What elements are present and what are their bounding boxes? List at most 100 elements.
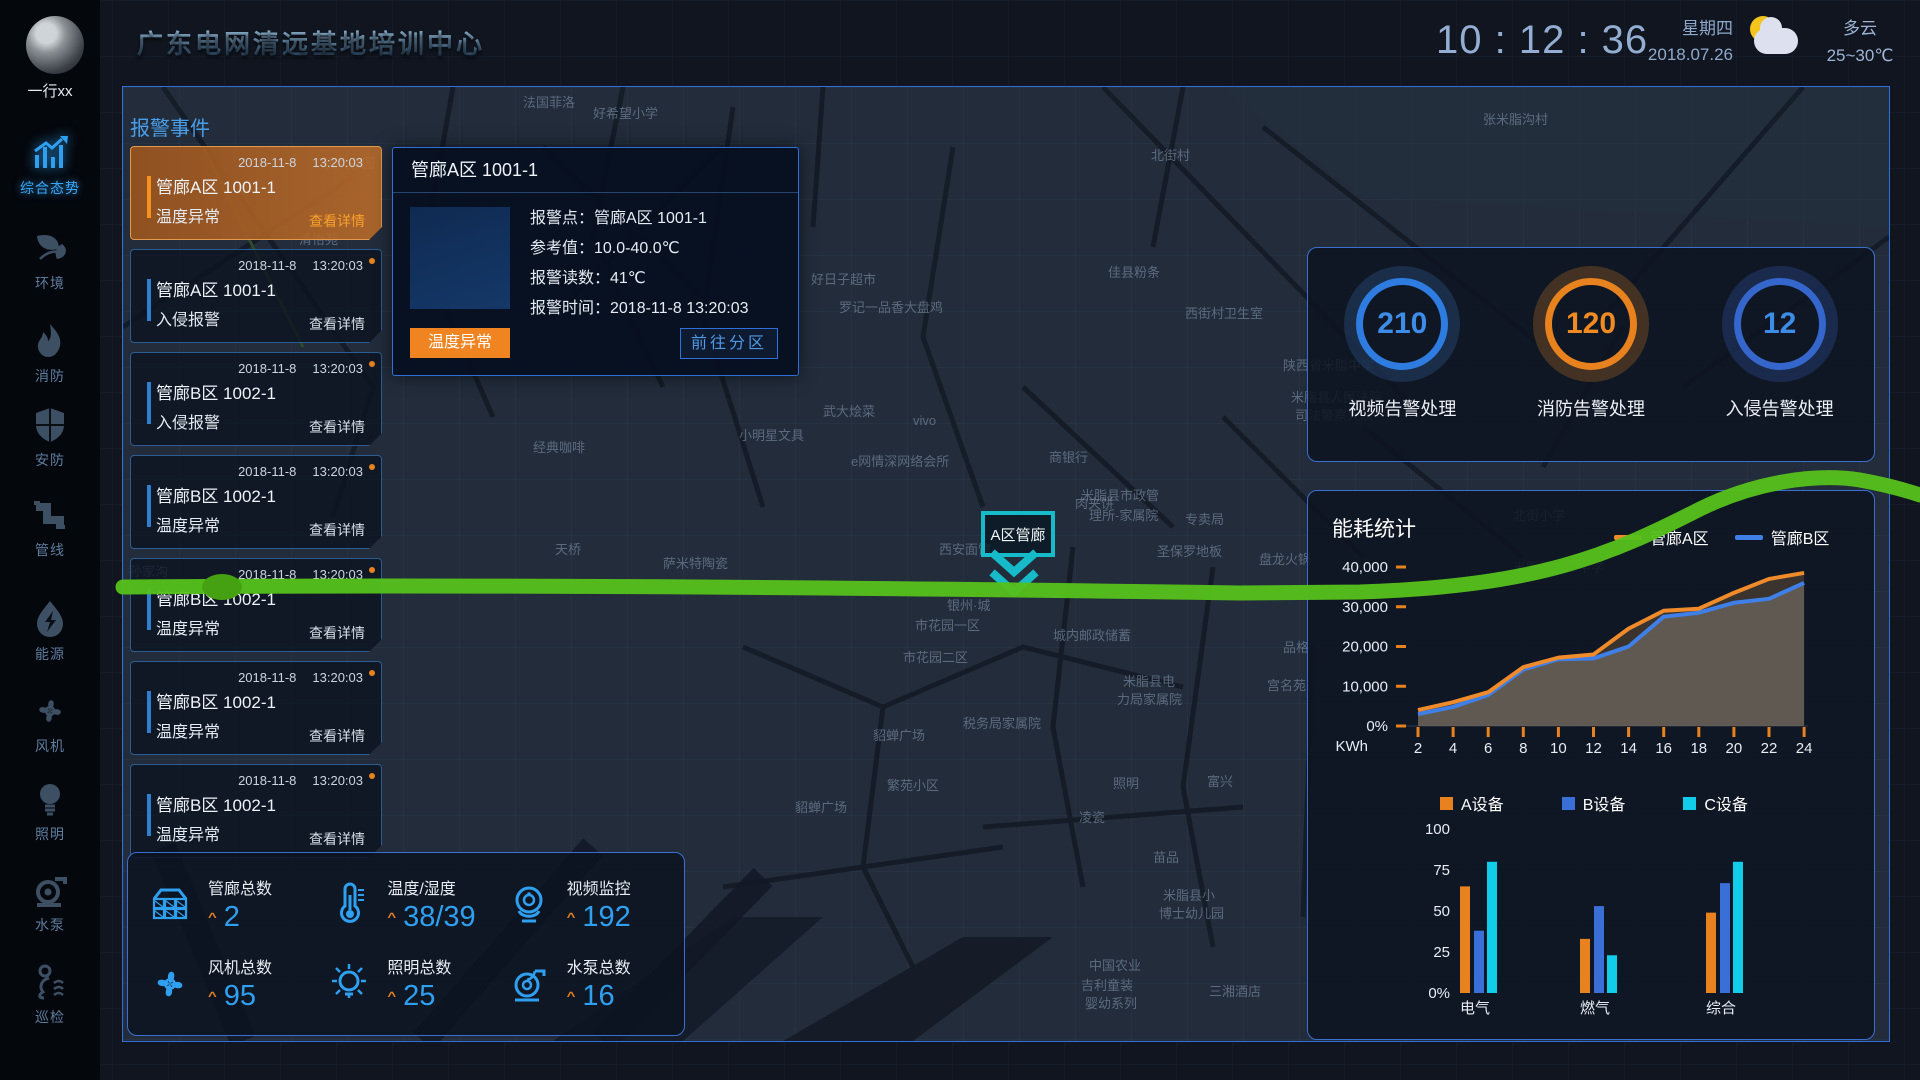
svg-text:18: 18 xyxy=(1690,740,1707,757)
sidebar-item-label: 能源 xyxy=(35,646,65,662)
gauge-视频告警处理: 210 视频告警处理 xyxy=(1317,248,1487,461)
alarm-card[interactable]: 2018-11-8 13:20:03 管廊B区 1002-1 温度异常 查看详情 xyxy=(130,558,382,652)
stat-value: 38/39 xyxy=(403,901,476,933)
alarm-card[interactable]: 2018-11-8 13:20:03 管廊B区 1002-1 温度异常 查看详情 xyxy=(130,764,382,858)
view-detail-link[interactable]: 查看详情 xyxy=(309,316,365,332)
stat-label: 水泵总数 xyxy=(566,960,631,977)
sidebar-item-patrol[interactable]: 巡检 xyxy=(0,961,100,1027)
alarm-timestamp: 2018-11-8 13:20:03 xyxy=(238,773,363,788)
view-detail-link[interactable]: 查看详情 xyxy=(309,213,365,229)
date-block: 星期四 2018.07.26 xyxy=(1625,14,1733,65)
sun-cloud-icon xyxy=(1742,14,1804,64)
map-poi-label: 市花园二区 xyxy=(903,650,969,665)
shield-icon xyxy=(29,404,71,446)
goto-partition-button[interactable]: 前往分区 xyxy=(680,328,778,359)
sidebar: 一行xx 综合态势 环境 消防 安防 管线 能源 风机 照明 水泵 巡检 xyxy=(0,0,100,1080)
map-poi-label: 北街村 xyxy=(1151,148,1191,163)
sidebar-item-energy[interactable]: 能源 xyxy=(0,598,100,664)
alarm-type: 温度异常 xyxy=(156,209,221,226)
sidebar-item-pump[interactable]: 水泵 xyxy=(0,869,100,935)
alarm-card[interactable]: 2018-11-8 13:20:03 管廊B区 1002-1 入侵报警 查看详情 xyxy=(130,352,382,446)
alarm-card[interactable]: 2018-11-8 13:20:03 管廊A区 1001-1 温度异常 查看详情 xyxy=(130,146,382,240)
alarm-timestamp: 2018-11-8 13:20:03 xyxy=(238,567,363,582)
alarm-area: 管廊B区 1002-1 xyxy=(156,590,276,609)
map-poi-label: 貂蝉广场 xyxy=(873,728,926,743)
popup-field: 报警时间：2018-11-8 13:20:03 xyxy=(530,300,749,317)
caret-up-icon: ^ xyxy=(387,910,397,925)
clock: 10 : 12 : 36 xyxy=(1436,18,1649,62)
stat-水泵总数: 水泵总数 ^ 16 xyxy=(505,944,684,1023)
alarm-type: 温度异常 xyxy=(156,724,221,741)
view-detail-link[interactable]: 查看详情 xyxy=(309,728,365,744)
svg-text:20: 20 xyxy=(1726,740,1743,757)
svg-text:8: 8 xyxy=(1519,740,1527,757)
svg-text:0%: 0% xyxy=(1428,985,1450,1002)
alarm-detail-popup: 管廊A区 1001-1 报警点：管廊A区 1001-1 参考值：10.0-40.0… xyxy=(392,147,799,376)
gauge-ring: 120 xyxy=(1544,278,1637,370)
map-poi-label: 武大烩菜 xyxy=(823,404,876,419)
alarm-snapshot-image xyxy=(410,207,510,309)
sidebar-item-lighting[interactable]: 照明 xyxy=(0,778,100,844)
map-poi-label: 市花园一区 xyxy=(915,618,981,633)
leaf-icon xyxy=(29,227,71,269)
pipe-icon xyxy=(29,494,71,536)
view-detail-link[interactable]: 查看详情 xyxy=(309,522,365,538)
sidebar-item-fire[interactable]: 消防 xyxy=(0,320,100,386)
view-detail-link[interactable]: 查看详情 xyxy=(309,625,365,641)
svg-text:24: 24 xyxy=(1796,740,1813,757)
svg-text:KWh: KWh xyxy=(1335,738,1368,755)
alarm-card[interactable]: 2018-11-8 13:20:03 管廊A区 1001-1 入侵报警 查看详情 xyxy=(130,249,382,343)
popup-fields: 报警点：管廊A区 1001-1 参考值：10.0-40.0℃ 报警读数：41℃ 报警时… xyxy=(530,204,749,324)
sidebar-item-environment[interactable]: 环境 xyxy=(0,227,100,293)
alarm-timestamp: 2018-11-8 13:20:03 xyxy=(238,155,363,170)
unread-dot xyxy=(369,361,375,367)
sidebar-item-label: 环境 xyxy=(35,275,65,291)
map-poi-label: 税务局家属院 xyxy=(963,716,1042,731)
gauge-value: 12 xyxy=(1762,307,1797,340)
map-poi-label: 小明星文具 xyxy=(739,428,805,443)
alarm-type: 温度异常 xyxy=(156,621,221,638)
svg-text:16: 16 xyxy=(1655,740,1672,757)
map-poi-label: 力局家属院 xyxy=(1117,692,1183,707)
svg-text:电气: 电气 xyxy=(1460,1000,1490,1017)
svg-text:综合: 综合 xyxy=(1706,1000,1736,1017)
weather-condition: 多云 xyxy=(1843,19,1877,38)
gauge-消防告警处理: 120 消防告警处理 xyxy=(1506,248,1676,461)
caret-up-icon: ^ xyxy=(387,989,397,1004)
sidebar-item-fan[interactable]: 风机 xyxy=(0,690,100,756)
svg-text:4: 4 xyxy=(1449,740,1457,757)
weather-block: 多云 25~30℃ xyxy=(1810,14,1910,66)
unread-dot xyxy=(369,258,375,264)
pump-icon xyxy=(29,869,71,911)
popup-field: 报警读数：41℃ xyxy=(530,270,646,287)
tunnel-icon xyxy=(146,881,194,929)
map-poi-label: 经典咖啡 xyxy=(533,440,586,455)
map-poi-label: 富兴 xyxy=(1207,774,1234,789)
map-poi-label: 银州·城 xyxy=(947,598,991,613)
sidebar-item-label: 照明 xyxy=(35,826,65,842)
avatar[interactable] xyxy=(26,16,84,74)
alarm-type: 温度异常 xyxy=(156,827,221,844)
pump-spiral-icon xyxy=(505,960,553,1008)
sidebar-item-label: 水泵 xyxy=(35,917,65,933)
stat-value: 95 xyxy=(223,980,257,1012)
sidebar-item-overview[interactable]: 综合态势 xyxy=(0,132,100,198)
alarm-card[interactable]: 2018-11-8 13:20:03 管廊B区 1002-1 温度异常 查看详情 xyxy=(130,455,382,549)
map-poi-label: e网情深网络会所 xyxy=(851,454,950,469)
legend-item: 管廊B区 xyxy=(1734,525,1829,549)
stat-label: 温度/湿度 xyxy=(387,881,456,898)
sidebar-item-pipeline[interactable]: 管线 xyxy=(0,494,100,560)
alarm-card[interactable]: 2018-11-8 13:20:03 管廊B区 1002-1 温度异常 查看详情 xyxy=(130,661,382,755)
alarm-type: 温度异常 xyxy=(156,518,221,535)
view-detail-link[interactable]: 查看详情 xyxy=(309,419,365,435)
map-poi-label: 照明 xyxy=(1113,776,1140,791)
alarm-type-tag-button[interactable]: 温度异常 xyxy=(410,328,510,358)
stat-label: 照明总数 xyxy=(387,960,452,977)
alarm-timestamp: 2018-11-8 13:20:03 xyxy=(238,361,363,376)
alarm-area: 管廊A区 1001-1 xyxy=(156,281,276,300)
sidebar-item-security[interactable]: 安防 xyxy=(0,404,100,470)
legend-item: B设备 xyxy=(1561,791,1625,815)
fan-icon xyxy=(146,960,194,1008)
view-detail-link[interactable]: 查看详情 xyxy=(309,831,365,847)
